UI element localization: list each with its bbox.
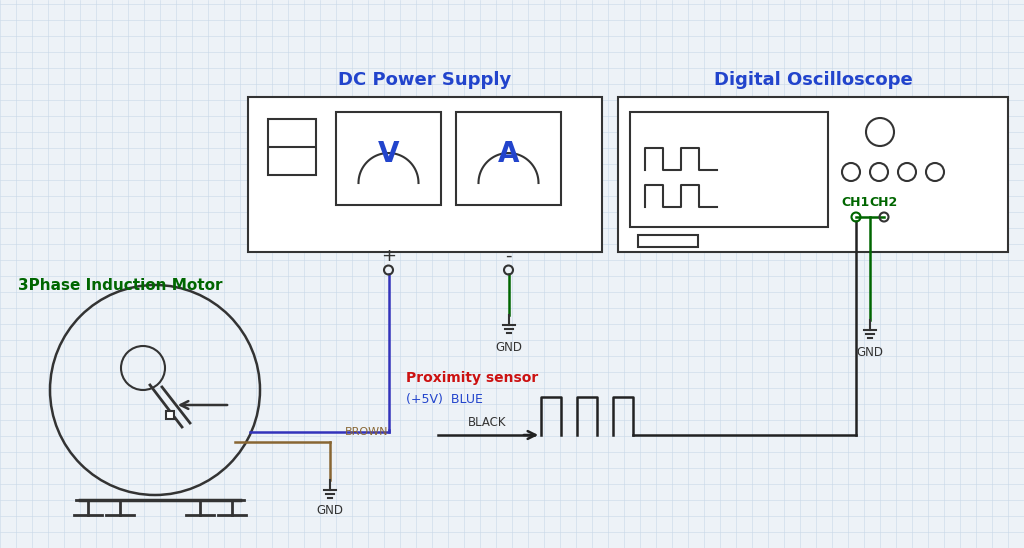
Text: (+5V)  BLUE: (+5V) BLUE <box>407 393 483 407</box>
FancyBboxPatch shape <box>268 119 316 175</box>
FancyBboxPatch shape <box>248 97 602 252</box>
Text: Digital Oscilloscope: Digital Oscilloscope <box>714 71 912 89</box>
FancyBboxPatch shape <box>630 112 828 227</box>
Text: GND: GND <box>316 504 343 517</box>
Text: Proximity sensor: Proximity sensor <box>407 371 539 385</box>
FancyBboxPatch shape <box>456 112 561 205</box>
Text: +: + <box>381 247 396 265</box>
Text: CH1: CH1 <box>842 196 870 208</box>
Text: BLACK: BLACK <box>468 416 506 429</box>
Text: DC Power Supply: DC Power Supply <box>338 71 512 89</box>
FancyBboxPatch shape <box>166 411 174 419</box>
FancyBboxPatch shape <box>618 97 1008 252</box>
Text: BROWN: BROWN <box>345 427 388 437</box>
FancyBboxPatch shape <box>336 112 441 205</box>
Text: A: A <box>498 140 519 168</box>
Text: 3Phase Induction Motor: 3Phase Induction Motor <box>18 277 222 293</box>
Text: GND: GND <box>856 346 884 359</box>
FancyBboxPatch shape <box>638 235 698 247</box>
Text: GND: GND <box>495 341 522 354</box>
Text: V: V <box>378 140 399 168</box>
Text: -: - <box>505 247 512 265</box>
Text: CH2: CH2 <box>869 196 898 208</box>
